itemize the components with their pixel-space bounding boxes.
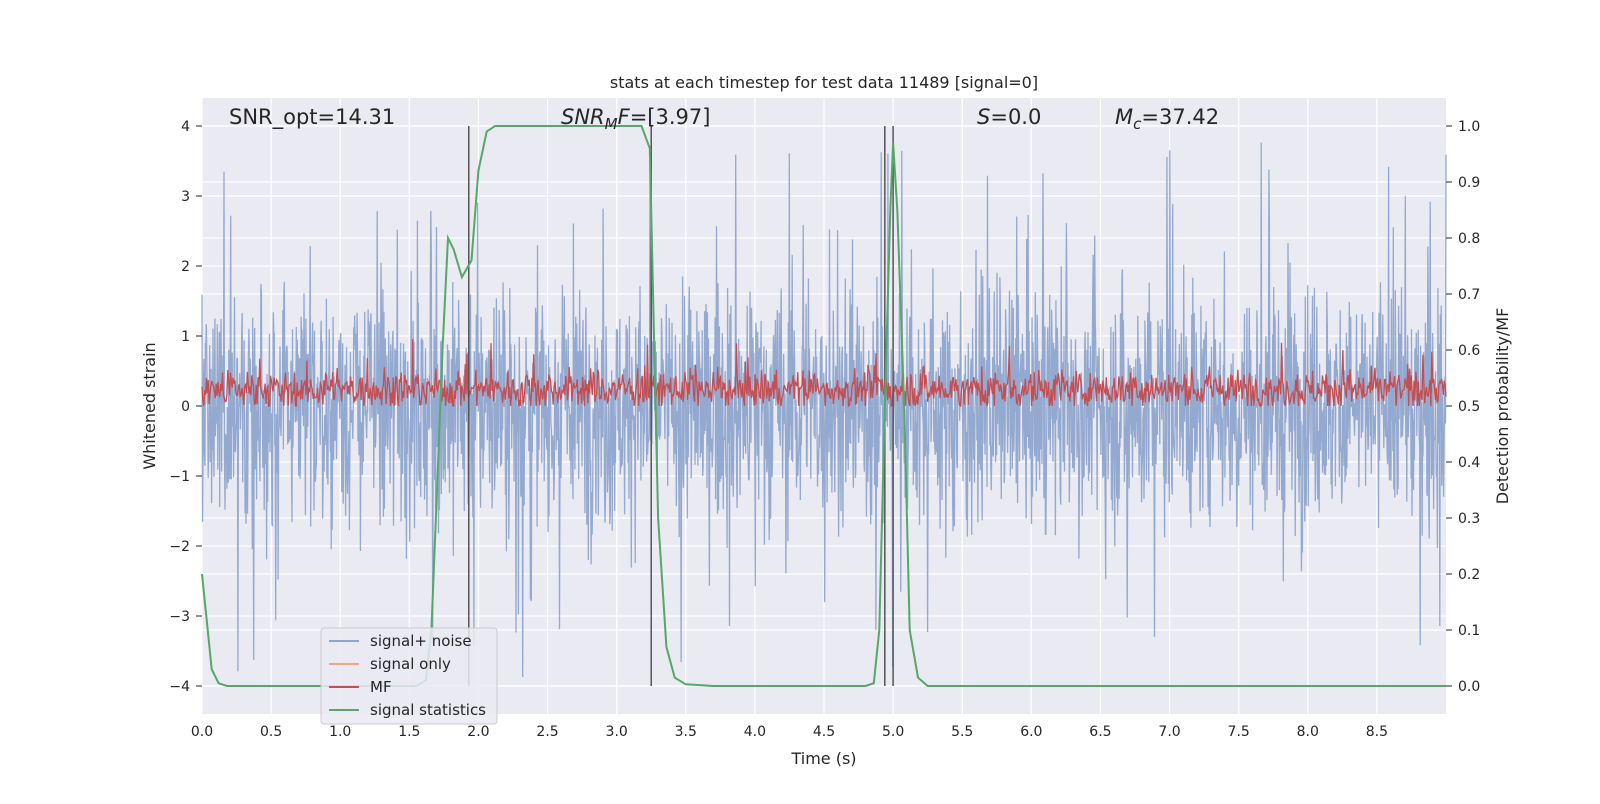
y-tick-label-right: 0.8 bbox=[1458, 231, 1480, 247]
y-tick-label-right: 0.1 bbox=[1458, 623, 1480, 639]
annotation-mc: Mc=37.42 bbox=[1115, 105, 1219, 133]
y-tick-label-right: 0.7 bbox=[1458, 287, 1480, 303]
x-tick-label: 6.5 bbox=[1089, 724, 1111, 740]
y-tick-label-left: 0 bbox=[181, 399, 190, 415]
y-ticks-right: 1.0 0.9 0.8 0.7 0.6 0.5 0.4 0.3 0.2 0.1 0.0 bbox=[1446, 119, 1480, 695]
x-tick-label: 2.0 bbox=[467, 724, 489, 740]
chart-title: stats at each timestep for test data 114… bbox=[610, 73, 1038, 92]
x-tick-label: 1.5 bbox=[398, 724, 420, 740]
y-tick-label-left: −1 bbox=[169, 469, 190, 485]
annotation-mc-symbol: M bbox=[1115, 105, 1133, 129]
signal-noise-series bbox=[201, 142, 1447, 678]
y-tick-label-right: 0.4 bbox=[1458, 455, 1480, 471]
x-ticks: 0.0 0.5 1.0 1.5 2.0 2.5 3.0 3.5 4.0 4.5 5.0 5.5 6.0 6… bbox=[191, 724, 1388, 740]
x-tick-label: 1.0 bbox=[329, 724, 351, 740]
legend-label-mf: MF bbox=[370, 678, 392, 696]
y-tick-label-left: 2 bbox=[181, 259, 190, 275]
x-tick-label: 0.0 bbox=[191, 724, 213, 740]
x-tick-label: 7.5 bbox=[1228, 724, 1250, 740]
x-tick-label: 6.0 bbox=[1020, 724, 1042, 740]
legend-label-signal-noise: signal+ noise bbox=[370, 632, 472, 650]
mf-line bbox=[201, 338, 1447, 408]
x-tick-label: 8.0 bbox=[1297, 724, 1319, 740]
annotation-s-symbol: S bbox=[977, 105, 990, 129]
y-tick-label-right: 0.6 bbox=[1458, 343, 1480, 359]
y-tick-label-left: 1 bbox=[181, 329, 190, 345]
x-tick-label: 3.0 bbox=[606, 724, 628, 740]
legend-box bbox=[320, 627, 498, 725]
x-axis-label: Time (s) bbox=[790, 749, 856, 768]
annotation-s: S=0.0 bbox=[977, 105, 1041, 129]
y-tick-label-right: 0.3 bbox=[1458, 511, 1480, 527]
annotation-snr-opt: SNR_opt=14.31 bbox=[229, 105, 395, 130]
legend-label-signal-only: signal only bbox=[370, 655, 451, 673]
annotation-snr-mf-symbol2: F bbox=[618, 105, 631, 129]
y-axis-label-left: Whitened strain bbox=[140, 342, 159, 469]
x-tick-label: 3.5 bbox=[675, 724, 697, 740]
legend: signal+ noise signal only MF signal stat… bbox=[320, 627, 498, 725]
annotation-snr-mf-symbol: SNR bbox=[561, 105, 605, 129]
y-tick-label-right: 0.9 bbox=[1458, 175, 1480, 191]
legend-label-signal-statistics: signal statistics bbox=[370, 701, 486, 719]
y-tick-label-left: −4 bbox=[169, 679, 190, 695]
x-tick-label: 0.5 bbox=[260, 724, 282, 740]
y-ticks-left: 4 3 2 1 0 −1 −2 −3 −4 bbox=[169, 119, 202, 695]
y-tick-label-right: 0.5 bbox=[1458, 399, 1480, 415]
y-tick-label-right: 1.0 bbox=[1458, 119, 1480, 135]
y-tick-label-right: 0.0 bbox=[1458, 679, 1480, 695]
x-tick-label: 4.5 bbox=[813, 724, 835, 740]
y-tick-label-right: 0.2 bbox=[1458, 567, 1480, 583]
x-tick-label: 5.0 bbox=[882, 724, 904, 740]
x-tick-label: 8.5 bbox=[1366, 724, 1388, 740]
annotation-s-value: =0.0 bbox=[990, 105, 1041, 129]
x-tick-label: 4.0 bbox=[744, 724, 766, 740]
y-tick-label-left: −2 bbox=[169, 539, 190, 555]
annotation-mc-value: =37.42 bbox=[1141, 105, 1219, 129]
annotation-snr-mf: SNRMF=[3.97] bbox=[561, 105, 710, 133]
annotation-snr-mf-subscript: M bbox=[605, 115, 618, 133]
y-tick-label-left: −3 bbox=[169, 609, 190, 625]
mf-series bbox=[201, 338, 1447, 408]
annotation-mc-subscript: c bbox=[1133, 115, 1142, 133]
y-axis-label-right: Detection probability/MF bbox=[1493, 308, 1512, 505]
y-tick-label-left: 4 bbox=[181, 119, 190, 135]
signal-noise-line bbox=[201, 142, 1447, 678]
x-tick-label: 5.5 bbox=[951, 724, 973, 740]
annotation-snr-mf-value: =[3.97] bbox=[630, 105, 711, 129]
x-tick-label: 7.0 bbox=[1158, 724, 1180, 740]
x-tick-label: 2.5 bbox=[536, 724, 558, 740]
y-tick-label-left: 3 bbox=[181, 189, 190, 205]
